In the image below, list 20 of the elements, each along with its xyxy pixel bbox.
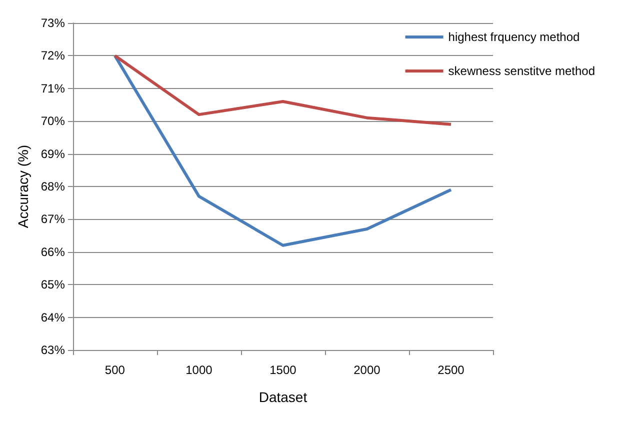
y-tick-label: 66% (40, 244, 66, 259)
x-tick-label: 500 (104, 363, 126, 377)
x-axis-title: Dataset (258, 389, 308, 405)
x-tick-label: 2000 (354, 363, 381, 377)
y-tick-label: 63% (40, 343, 66, 357)
x-tick-label: 2500 (438, 363, 465, 377)
y-tick-label: 65% (40, 278, 66, 292)
y-tick-label: 67% (40, 212, 66, 226)
y-tick-label: 64% (40, 310, 66, 324)
y-axis-title: Accuracy (%) (15, 144, 31, 228)
legend-label: highest frquency method (448, 30, 580, 44)
y-tick-label: 71% (40, 81, 66, 96)
y-tick-label: 73% (40, 16, 66, 30)
x-tick-label: 1500 (270, 363, 297, 377)
y-tick-label: 68% (40, 180, 66, 194)
x-tick-label: 1000 (186, 363, 213, 377)
legend-label: skewness senstitve method (448, 64, 596, 78)
y-tick-label: 72% (40, 48, 66, 63)
y-tick-label: 69% (40, 146, 66, 161)
y-tick-label: 70% (40, 114, 66, 128)
